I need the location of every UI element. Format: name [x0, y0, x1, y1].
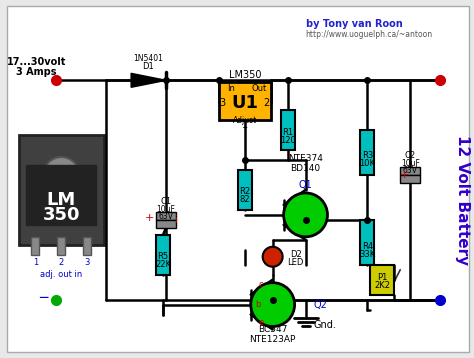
- Text: LM350: LM350: [228, 70, 261, 80]
- Text: 3 Amps: 3 Amps: [16, 67, 57, 77]
- Text: 3: 3: [220, 98, 226, 108]
- Text: 3: 3: [84, 258, 90, 267]
- Text: Adjust: Adjust: [233, 116, 257, 125]
- Text: e: e: [258, 318, 264, 327]
- Text: +: +: [145, 213, 154, 223]
- Text: 22K: 22K: [155, 260, 171, 269]
- Bar: [360, 220, 374, 265]
- Bar: [27, 165, 96, 225]
- Circle shape: [263, 247, 283, 267]
- Circle shape: [44, 157, 79, 193]
- Text: 1N5401: 1N5401: [133, 54, 163, 63]
- Text: LED: LED: [287, 258, 304, 267]
- Bar: [19, 135, 104, 245]
- Circle shape: [251, 283, 294, 326]
- Text: BD140: BD140: [291, 164, 320, 173]
- Bar: [83, 237, 91, 255]
- Text: c: c: [258, 280, 263, 289]
- Bar: [370, 265, 394, 295]
- Text: ─: ─: [39, 291, 47, 305]
- Text: LM: LM: [47, 191, 76, 209]
- Text: 63V: 63V: [158, 212, 173, 221]
- Text: R3: R3: [362, 151, 373, 160]
- Text: 33K: 33K: [359, 250, 375, 259]
- Text: 10µF: 10µF: [156, 205, 175, 214]
- Text: 1: 1: [242, 120, 248, 130]
- Bar: [238, 170, 252, 210]
- Text: 1: 1: [33, 258, 38, 267]
- Bar: [156, 220, 176, 228]
- Text: 10K: 10K: [359, 159, 375, 168]
- Bar: [31, 237, 39, 255]
- Text: D1: D1: [142, 62, 154, 71]
- Bar: [219, 82, 271, 120]
- Text: C1: C1: [161, 197, 172, 207]
- Bar: [281, 110, 294, 150]
- Text: 17...30volt: 17...30volt: [7, 57, 66, 67]
- Text: In: In: [227, 84, 235, 93]
- Text: 2: 2: [264, 98, 270, 108]
- Text: adj. out in: adj. out in: [40, 270, 82, 279]
- Text: D2: D2: [290, 250, 301, 259]
- Bar: [156, 212, 176, 220]
- Text: 120: 120: [280, 136, 295, 145]
- Text: 10uF: 10uF: [401, 159, 419, 168]
- Text: R5: R5: [157, 252, 169, 261]
- Text: U1: U1: [231, 94, 258, 112]
- Text: 82: 82: [239, 195, 250, 204]
- Text: 2K2: 2K2: [374, 281, 390, 290]
- Text: 12 Volt Battery: 12 Volt Battery: [455, 135, 470, 265]
- Bar: [400, 175, 420, 183]
- Text: http://www.uoguelph.ca/~antoon: http://www.uoguelph.ca/~antoon: [306, 30, 433, 39]
- Text: Out: Out: [251, 84, 266, 93]
- Text: 2: 2: [59, 258, 64, 267]
- Text: +: +: [400, 170, 409, 180]
- Text: NTE374: NTE374: [288, 154, 323, 163]
- Text: b: b: [255, 300, 260, 309]
- Text: NTE123AP: NTE123AP: [249, 335, 296, 344]
- Text: BC547: BC547: [258, 325, 287, 334]
- Text: by Tony van Roon: by Tony van Roon: [306, 19, 402, 29]
- Polygon shape: [131, 73, 166, 87]
- Text: R4: R4: [362, 242, 373, 251]
- Text: Q1: Q1: [299, 180, 312, 190]
- Text: R1: R1: [282, 128, 293, 137]
- Text: Q2: Q2: [314, 300, 328, 310]
- Circle shape: [283, 193, 328, 237]
- Text: C2: C2: [405, 151, 416, 160]
- Bar: [400, 167, 420, 175]
- Bar: [57, 237, 65, 255]
- Bar: [156, 235, 170, 275]
- Text: P1: P1: [377, 273, 387, 282]
- Text: R2: R2: [239, 188, 250, 197]
- Text: i: i: [174, 215, 177, 225]
- Text: 350: 350: [43, 206, 80, 224]
- Bar: [360, 130, 374, 175]
- Text: Gnd.: Gnd.: [313, 320, 337, 329]
- Text: 63V: 63V: [403, 165, 418, 175]
